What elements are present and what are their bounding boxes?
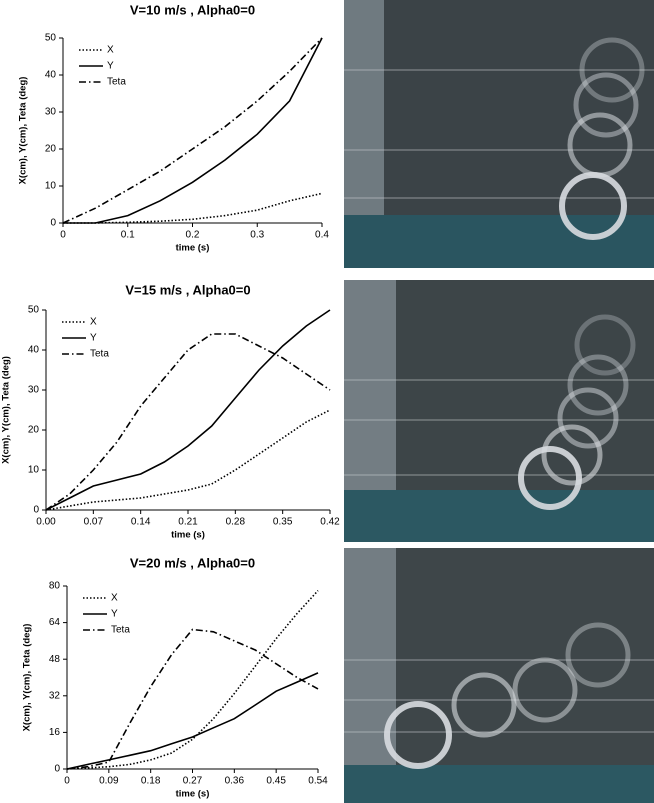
- photo-base: [344, 215, 654, 268]
- legend-label: X: [107, 45, 114, 56]
- x-tick-label: 0.14: [131, 517, 151, 528]
- x-tick-label: 0.1: [121, 230, 135, 241]
- legend-label: Y: [107, 61, 114, 72]
- x-tick-label: 0.45: [266, 776, 286, 787]
- x-tick-label: 0.4: [315, 230, 329, 241]
- wheel: [567, 354, 629, 416]
- x-tick-label: 0.09: [99, 776, 119, 787]
- y-axis-label: X(cm), Y(cm), Teta (deg): [1, 356, 12, 464]
- y-tick-label: 0: [50, 218, 56, 229]
- y-tick-label: 16: [49, 727, 61, 738]
- y-tick-label: 0: [54, 764, 60, 775]
- wheel: [384, 701, 452, 769]
- wheel: [541, 424, 603, 486]
- y-tick-label: 10: [45, 181, 57, 192]
- wheel: [451, 672, 517, 738]
- y-tick-label: 0: [33, 505, 39, 516]
- chart-title: V=10 m/s , Alpha0=0: [130, 2, 255, 17]
- x-tick-label: 0.42: [320, 517, 340, 528]
- x-tick-label: 0: [60, 230, 66, 241]
- x-tick-label: 0: [64, 776, 70, 787]
- x-tick-label: 0.07: [84, 517, 104, 528]
- y-tick-label: 50: [28, 305, 40, 316]
- y-tick-label: 32: [49, 690, 61, 701]
- y-tick-label: 80: [49, 581, 61, 592]
- x-tick-label: 0.18: [141, 776, 161, 787]
- x-tick-label: 0.54: [308, 776, 328, 787]
- series-line: [63, 37, 323, 224]
- series-line: [66, 590, 319, 770]
- x-tick-label: 0.3: [250, 230, 264, 241]
- y-tick-label: 30: [28, 385, 40, 396]
- wheel: [565, 622, 631, 688]
- chart-title: V=15 m/s , Alpha0=0: [125, 282, 250, 297]
- series-line: [45, 309, 331, 511]
- x-axis-label: time (s): [176, 789, 210, 800]
- x-tick-label: 0.28: [226, 517, 246, 528]
- wheel: [512, 657, 578, 723]
- legend-label: Y: [111, 609, 118, 620]
- x-tick-label: 0.27: [183, 776, 203, 787]
- chart: V=20 m/s , Alpha0=0 0 16 32 48 64 80 0 0.09 0.18 0…: [22, 555, 329, 799]
- chart: V=15 m/s , Alpha0=0 0 10 20 30 40 50 0.00 0.07 0.…: [1, 282, 341, 540]
- y-tick-label: 20: [45, 144, 57, 155]
- chart-title: V=20 m/s , Alpha0=0: [130, 555, 255, 570]
- photo-base: [344, 490, 654, 542]
- x-tick-label: 0.36: [225, 776, 245, 787]
- series-line: [62, 37, 323, 224]
- x-tick-label: 0.2: [186, 230, 200, 241]
- series-line: [45, 333, 331, 511]
- chart: V=10 m/s , Alpha0=0 0 10 20 30 40 50 0 0.1 0.2 0.3…: [18, 2, 330, 253]
- y-tick-label: 30: [45, 107, 57, 118]
- photo: [344, 0, 654, 268]
- y-tick-label: 48: [49, 654, 61, 665]
- wheel: [559, 172, 627, 240]
- y-tick-label: 20: [28, 425, 40, 436]
- series-line: [66, 672, 319, 770]
- wheel: [518, 446, 582, 510]
- wheel: [579, 37, 645, 103]
- legend-label: Teta: [107, 77, 126, 88]
- y-axis-label: X(cm), Y(cm), Teta (deg): [22, 624, 33, 732]
- photo-base: [344, 765, 654, 803]
- series-line: [63, 192, 323, 224]
- y-tick-label: 10: [28, 465, 40, 476]
- series-line: [66, 628, 319, 770]
- legend-label: Teta: [111, 625, 130, 636]
- x-axis-label: time (s): [171, 530, 205, 541]
- photo: [344, 548, 654, 803]
- photo-frame: [344, 548, 396, 803]
- x-tick-label: 0.21: [178, 517, 198, 528]
- y-tick-label: 40: [45, 70, 57, 81]
- legend-label: X: [90, 317, 97, 328]
- legend-label: X: [111, 593, 118, 604]
- y-tick-label: 50: [45, 33, 57, 44]
- y-axis-label: X(cm), Y(cm), Teta (deg): [18, 77, 29, 185]
- x-tick-label: 0.35: [273, 517, 293, 528]
- wheel: [574, 314, 636, 376]
- wheel: [557, 387, 619, 449]
- photo: [344, 280, 654, 542]
- y-tick-label: 64: [49, 617, 61, 628]
- series-line: [45, 409, 331, 511]
- x-axis-label: time (s): [176, 243, 210, 254]
- y-tick-label: 40: [28, 345, 40, 356]
- legend-label: Y: [90, 333, 97, 344]
- x-tick-label: 0.00: [36, 517, 56, 528]
- legend-label: Teta: [90, 349, 109, 360]
- wheel: [573, 72, 639, 138]
